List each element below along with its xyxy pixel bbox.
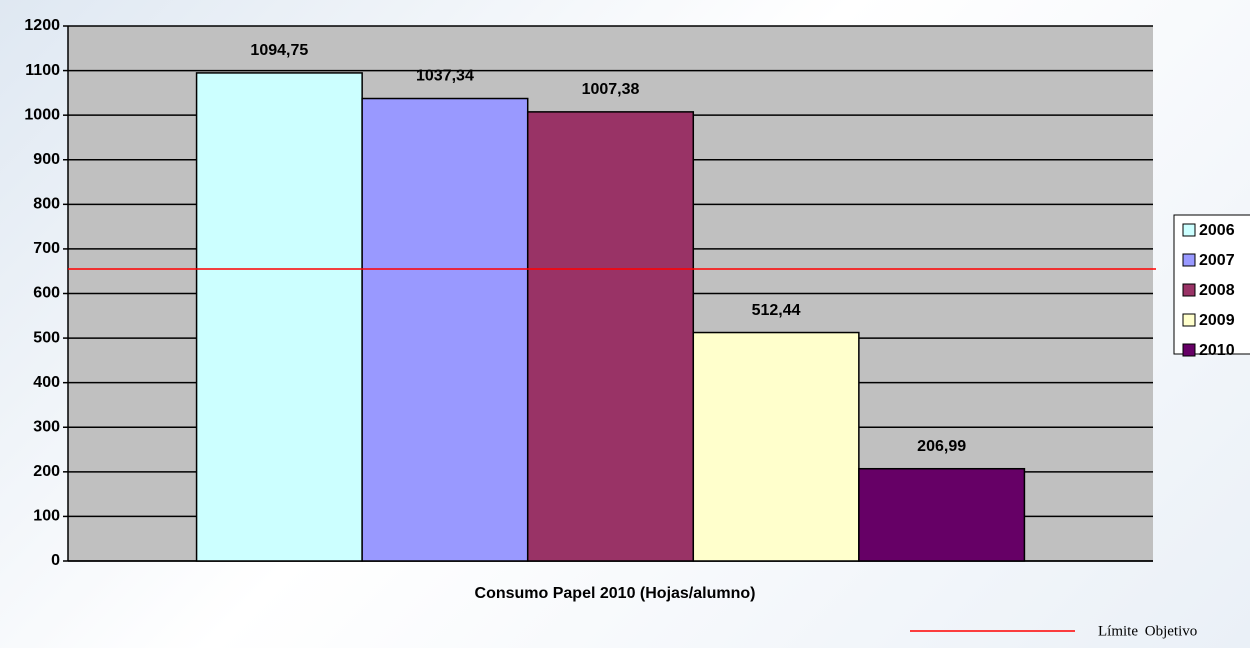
bar (526, 111, 695, 562)
data-label: 512,44 (752, 302, 801, 319)
bar (195, 72, 363, 562)
legend-label: 2007 (1199, 252, 1235, 269)
y-tick-label: 900 (33, 151, 60, 168)
y-tick-label: 400 (33, 374, 60, 391)
y-tick-label: 100 (33, 508, 60, 525)
y-tick-label: 200 (33, 463, 60, 480)
y-tick-label: 1200 (24, 17, 60, 34)
y-tick-label: 300 (33, 418, 60, 435)
legend-label: 2006 (1199, 222, 1235, 239)
legend-swatch (1182, 253, 1196, 267)
y-tick-label: 800 (33, 196, 60, 213)
legend-swatch (1182, 283, 1196, 297)
y-tick-label: 700 (33, 240, 60, 257)
bar (692, 331, 860, 562)
legend-label: 2010 (1199, 342, 1235, 359)
bar (361, 97, 529, 562)
bar (858, 467, 1026, 562)
data-label: 1007,38 (582, 81, 640, 98)
y-tick-label: 0 (51, 552, 60, 569)
data-label: 206,99 (917, 438, 966, 455)
legend-label: 2009 (1199, 312, 1235, 329)
legend-swatch (1182, 343, 1196, 357)
reference-legend-label: Límite Objetivo (1098, 623, 1197, 639)
y-tick-label: 600 (33, 285, 60, 302)
legend-swatch (1182, 313, 1196, 327)
data-label: 1094,75 (250, 42, 308, 59)
x-axis-category: Consumo Papel 2010 (Hojas/alumno) (475, 585, 756, 602)
y-tick-label: 1000 (24, 106, 60, 123)
data-label: 1037,34 (416, 68, 474, 85)
y-tick-label: 500 (33, 329, 60, 346)
y-tick-label: 1100 (25, 62, 60, 79)
legend-label: 2008 (1199, 282, 1235, 299)
legend-swatch (1182, 223, 1196, 237)
